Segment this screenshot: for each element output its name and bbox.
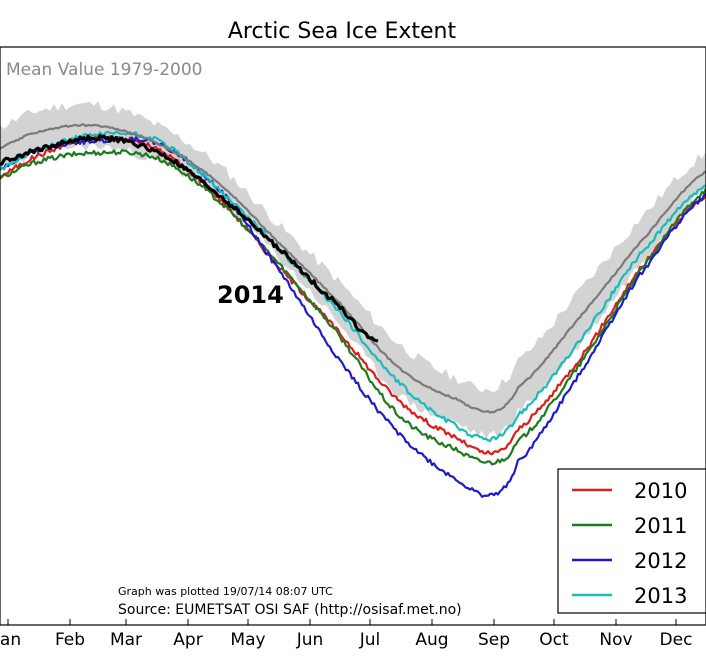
series-lines bbox=[0, 123, 706, 498]
x-tick-label-may: May bbox=[230, 630, 265, 650]
x-axis-ticks: Jan Feb Mar Apr May Jun Jul Aug Sep Oct Nov Dec bbox=[0, 619, 692, 650]
series-line-2011 bbox=[0, 149, 706, 466]
series-line-mean bbox=[0, 123, 706, 414]
source-note: Source: EUMETSAT OSI SAF (http://osisaf.… bbox=[118, 602, 462, 618]
plot-frame bbox=[0, 46, 706, 626]
x-tick-label-jan: Jan bbox=[0, 630, 21, 650]
x-tick-label-oct: Oct bbox=[539, 630, 569, 650]
legend-label-2013: 2013 bbox=[634, 584, 687, 608]
x-tick-label-dec: Dec bbox=[660, 630, 693, 650]
x-tick-label-sep: Sep bbox=[478, 630, 510, 650]
legend-label-2010: 2010 bbox=[634, 479, 687, 503]
series-line-2014 bbox=[0, 134, 379, 343]
legend-label-2011: 2011 bbox=[634, 514, 687, 538]
x-tick-label-jul: Jul bbox=[359, 630, 381, 650]
series-line-2013 bbox=[0, 130, 706, 443]
x-tick-label-apr: Apr bbox=[173, 630, 202, 650]
x-tick-label-feb: Feb bbox=[55, 630, 85, 650]
legend: 2010 2011 2012 2013 bbox=[557, 468, 706, 614]
highlight-year-label: 2014 bbox=[217, 281, 284, 309]
series-line-2012 bbox=[0, 136, 706, 498]
x-tick-label-nov: Nov bbox=[599, 630, 632, 650]
mean-range-band bbox=[0, 101, 706, 440]
mean-label: Mean Value 1979-2000 bbox=[6, 60, 202, 80]
legend-box bbox=[557, 468, 706, 614]
plot-timestamp-note: Graph was plotted 19/07/14 08:07 UTC bbox=[118, 585, 333, 598]
legend-label-2012: 2012 bbox=[634, 549, 687, 573]
x-tick-label-mar: Mar bbox=[110, 630, 142, 650]
chart-title: Arctic Sea Ice Extent bbox=[228, 19, 457, 44]
x-tick-label-aug: Aug bbox=[415, 630, 448, 650]
x-tick-label-jun: Jun bbox=[296, 630, 324, 650]
